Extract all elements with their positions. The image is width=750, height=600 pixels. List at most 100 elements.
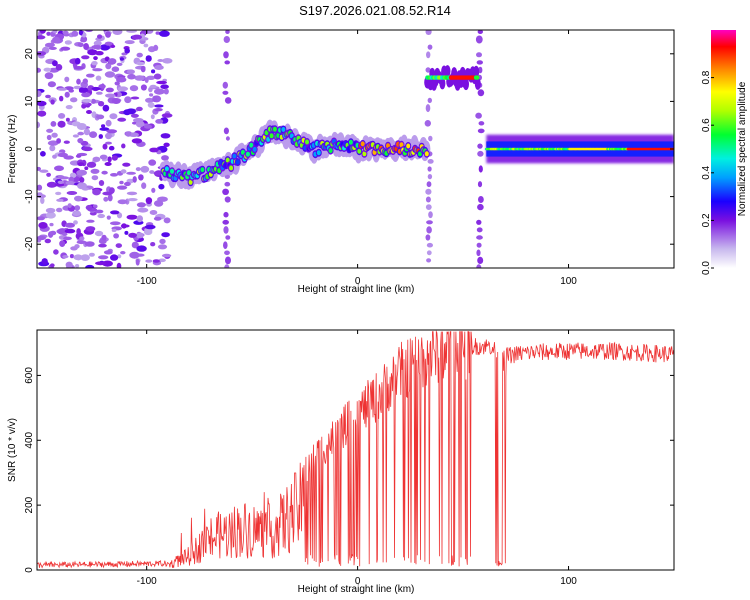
noise-blob (38, 222, 48, 229)
stripe-blob (224, 196, 231, 203)
noise-blob (52, 36, 61, 44)
noise-blob (73, 220, 78, 225)
tone-core (406, 143, 411, 149)
noise-blob (117, 86, 129, 92)
noise-blob (76, 123, 87, 130)
noise-blob (136, 61, 146, 66)
noise-blob (153, 44, 159, 52)
stripe-blob (426, 220, 433, 225)
noise-blob (161, 155, 169, 161)
spectrogram-xlabel: Height of straight line (km) (298, 284, 415, 295)
noise-blob (101, 234, 107, 241)
stripe-blob (224, 250, 230, 256)
tone-core (360, 141, 365, 147)
noise-blob (62, 30, 69, 35)
noise-blob (112, 30, 123, 35)
noise-blob (111, 155, 118, 161)
snr-xlabel: Height of straight line (km) (298, 584, 415, 595)
stripe-blob (426, 250, 432, 256)
noise-blob (48, 46, 57, 51)
noise-blob (136, 202, 146, 208)
noise-blob (90, 98, 96, 104)
colorbar: 0.0 0.2 0.4 0.6 0.8 Normalized spectral ampl… (701, 30, 748, 275)
noise-blob (154, 65, 164, 70)
noise-blob (116, 212, 123, 219)
noise-blob (93, 56, 98, 61)
noise-blob (109, 221, 121, 226)
noise-blob (76, 240, 87, 245)
noise-blob (135, 167, 141, 172)
noise-blob (159, 238, 166, 244)
noise-blob (99, 154, 108, 160)
stripe-blob (477, 89, 485, 97)
noise-blob (124, 40, 135, 45)
noise-blob (54, 165, 64, 172)
stripe-blob (476, 249, 481, 257)
stripe-blob (476, 60, 483, 65)
noise-blob (95, 209, 104, 214)
noise-blob (82, 78, 89, 84)
noise-blob (144, 224, 156, 230)
noise-blob (37, 121, 41, 129)
noise-blob (102, 143, 108, 150)
noise-blob (95, 91, 103, 95)
noise-blob (105, 141, 112, 145)
stripe-blob (478, 121, 485, 126)
stripe-blob (476, 52, 482, 58)
stripe-blob (478, 66, 483, 74)
snr-ylabel: SNR (10 * v/v) (7, 418, 18, 482)
stripe-blob (427, 97, 432, 103)
stripe-blob (477, 181, 483, 188)
stripe-blob (427, 159, 434, 164)
noise-blob (154, 104, 164, 108)
noise-blob (60, 46, 71, 51)
noise-blob (102, 191, 113, 196)
noise-blob (91, 175, 99, 181)
colorbar-tick-label: 0.2 (701, 213, 712, 227)
noise-blob (160, 84, 169, 89)
noise-blob (96, 114, 105, 120)
noise-blob (86, 73, 95, 78)
noise-blob (125, 131, 132, 137)
stripe-blob (225, 136, 230, 141)
noise-blob (126, 69, 135, 75)
stripe-blob (478, 196, 484, 203)
tone-core (252, 146, 257, 152)
tone-core (188, 179, 193, 185)
noise-blob (106, 215, 111, 220)
noise-blob (108, 58, 117, 65)
noise-blob (92, 68, 103, 72)
tone-high-halo (463, 78, 469, 91)
noise-blob (46, 181, 58, 188)
noise-blob (121, 223, 127, 229)
noise-blob (65, 222, 75, 228)
tone-core (229, 165, 234, 171)
noise-blob (136, 245, 147, 252)
noise-blob (116, 62, 123, 66)
stripe-blob (476, 242, 482, 248)
noise-blob (138, 174, 144, 181)
stripe-blob (476, 235, 483, 240)
noise-blob (140, 165, 150, 173)
noise-blob (121, 143, 126, 149)
noise-blob (46, 31, 51, 36)
noise-blob (134, 75, 145, 81)
noise-blob (140, 84, 147, 91)
noise-blob (145, 197, 153, 205)
colorbar-tick-label: 0.8 (701, 70, 712, 84)
spec-ytick-label: 0 (24, 146, 35, 152)
noise-blob (87, 49, 98, 56)
tone-core (269, 133, 274, 139)
tone-core (348, 139, 353, 145)
noise-blob (72, 210, 81, 216)
tone-core (357, 148, 362, 154)
noise-blob (72, 134, 79, 138)
noise-blob (56, 198, 64, 202)
noise-blob (161, 113, 173, 118)
tone-core (235, 159, 240, 165)
noise-blob (37, 184, 43, 191)
noise-blob (68, 89, 74, 93)
noise-blob (92, 156, 101, 162)
noise-blob (104, 41, 113, 46)
noise-blob (49, 230, 57, 236)
